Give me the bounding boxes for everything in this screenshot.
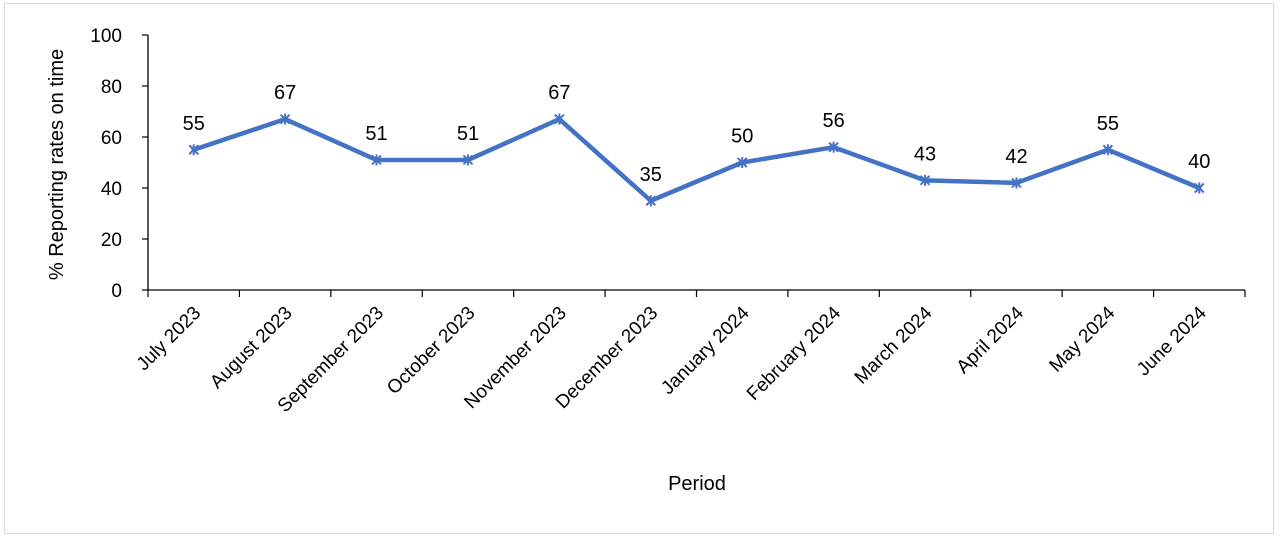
data-point-marker [554,113,565,125]
data-label: 67 [274,82,296,104]
data-label: 51 [365,123,387,145]
y-axis-title: % Reporting rates on time [46,49,68,280]
y-tick-label: 100 [90,26,122,47]
y-tick-label: 0 [111,281,122,302]
data-point-marker [371,154,382,166]
chart-frame [4,3,1274,534]
data-point-marker [1194,182,1205,194]
x-tick-label: August 2023 [206,303,296,393]
data-label: 43 [914,143,936,165]
data-point-marker [828,141,839,153]
data-label: 40 [1188,151,1210,173]
data-point-marker [462,154,474,166]
y-tick-label: 40 [101,179,122,200]
data-label: 55 [1097,113,1119,135]
data-point-marker [188,144,199,156]
series-line [191,116,1202,203]
data-point-marker [1102,144,1114,156]
data-point-marker [645,195,656,207]
data-label: 42 [1005,146,1027,168]
y-axis-ticks: 0 20 40 60 80 100 [90,26,148,302]
x-axis-title: Period [668,473,726,495]
x-tick-label: February 2024 [743,302,846,405]
data-label: 35 [640,164,662,186]
data-label: 67 [548,82,570,104]
x-tick-label: April 2024 [953,302,1029,378]
data-labels-group: 55 67 51 51 67 35 50 56 43 42 55 40 [183,82,1211,186]
x-tick-label: October 2023 [383,303,479,399]
data-point-marker [919,174,931,186]
y-tick-label: 80 [101,77,122,98]
x-tick-label: May 2024 [1046,302,1120,376]
series-group [188,113,1205,207]
x-tick-label: January 2024 [657,302,754,399]
data-point-marker [737,157,748,168]
y-tick-label: 20 [101,230,122,251]
data-label: 55 [183,113,205,135]
y-tick-label: 60 [101,128,122,149]
data-label: 50 [731,126,753,148]
x-tick-label: March 2024 [851,302,937,388]
data-point-marker [279,113,291,125]
data-point-marker [1011,177,1022,189]
x-tick-label: July 2023 [133,303,205,375]
x-tick-label: June 2024 [1133,302,1211,380]
data-label: 51 [457,123,479,145]
data-label: 56 [823,110,845,132]
